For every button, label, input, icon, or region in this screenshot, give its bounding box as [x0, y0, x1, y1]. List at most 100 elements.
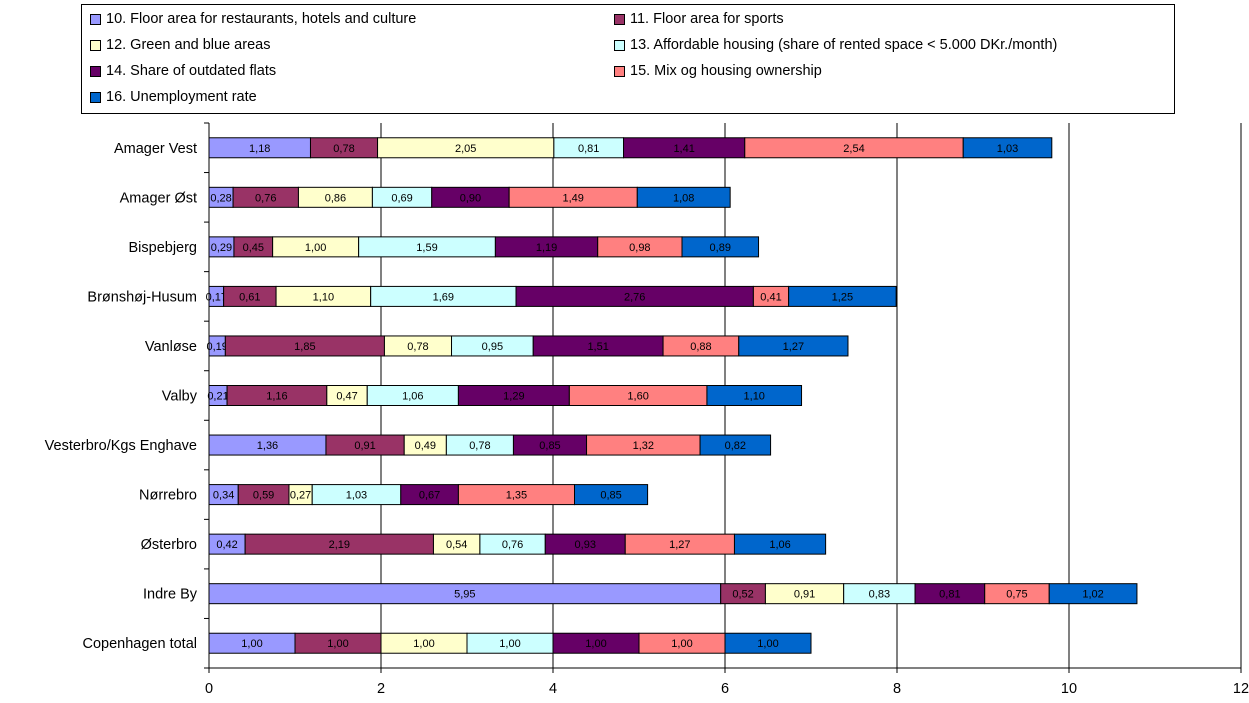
legend-item-2: 11. Floor area for sports [614, 11, 784, 27]
category-label-valby: Valby [162, 389, 198, 405]
legend-label: 11. Floor area for sports [630, 11, 784, 27]
legend-swatch [90, 65, 101, 77]
data-label: 1,19 [536, 242, 557, 254]
data-label: 1,10 [744, 391, 765, 403]
data-label: 0,82 [725, 440, 746, 452]
data-label: 1,00 [305, 242, 326, 254]
data-label: 1,03 [997, 143, 1018, 155]
data-label: 1,51 [587, 341, 608, 353]
data-label: 0,76 [502, 539, 523, 551]
data-label: 0,59 [253, 490, 274, 502]
data-label: 1,08 [673, 192, 694, 204]
data-label: 0,41 [760, 291, 781, 303]
legend-item-5: 14. Share of outdated flats [90, 63, 276, 79]
legend-item-4: 13. Affordable housing (share of rented … [614, 37, 1057, 53]
data-label: 0,83 [869, 589, 890, 601]
legend-item-3: 12. Green and blue areas [90, 37, 270, 53]
legend-swatch [614, 13, 625, 25]
category-label-amager-st: Amager Øst [120, 190, 197, 206]
data-label: 0,67 [419, 490, 440, 502]
data-label: 2,54 [843, 143, 864, 155]
bar-segment-indre-by-s16 [1048, 583, 1138, 605]
legend-label: 14. Share of outdated flats [106, 63, 277, 79]
data-label: 2,19 [329, 539, 350, 551]
data-label: 0,34 [213, 490, 234, 502]
legend-swatch [90, 91, 101, 103]
data-label: 1,06 [402, 391, 423, 403]
data-label: 0,89 [710, 242, 731, 254]
x-tick-label: 12 [1233, 681, 1249, 697]
bar-segment-valby-s16 [706, 385, 803, 406]
data-label: 0,78 [333, 143, 354, 155]
data-label: 1,00 [757, 638, 778, 650]
data-label: 1,00 [327, 638, 348, 650]
data-label: 0,85 [539, 440, 560, 452]
data-label: 0,54 [446, 539, 467, 551]
category-label-amager-vest: Amager Vest [114, 141, 197, 157]
x-tick-label: 10 [1061, 681, 1077, 697]
data-label: 1,18 [249, 143, 270, 155]
data-label: 0,49 [415, 440, 436, 452]
data-label: 0,86 [325, 192, 346, 204]
bar-segment-bispebjerg-s16 [681, 236, 760, 258]
data-label: 1,06 [769, 539, 790, 551]
data-label: 0,29 [211, 242, 232, 254]
data-label: 1,49 [562, 192, 583, 204]
data-label: 0,47 [336, 391, 357, 403]
data-label: 1,00 [585, 638, 606, 650]
legend-swatch [90, 13, 101, 25]
data-label: 1,32 [633, 440, 654, 452]
data-label: 1,69 [433, 291, 454, 303]
data-label: 0,75 [1006, 589, 1027, 601]
data-label: 1,16 [266, 391, 287, 403]
legend-label: 13. Affordable housing (share of rented … [630, 37, 1058, 53]
x-tick-label: 4 [549, 681, 557, 697]
data-label: 1,27 [669, 539, 690, 551]
data-label: 2,76 [624, 291, 645, 303]
legend-label: 12. Green and blue areas [106, 37, 271, 53]
data-label: 1,41 [673, 143, 694, 155]
legend-item-7: 16. Unemployment rate [90, 89, 257, 105]
data-label: 1,00 [671, 638, 692, 650]
x-tick-label: 0 [205, 681, 213, 697]
category-label-br-nsh-j-husum: Brønshøj-Husum [87, 289, 197, 305]
data-label: 1,85 [294, 341, 315, 353]
data-label: 1,25 [832, 291, 853, 303]
data-label: 1,00 [413, 638, 434, 650]
data-label: 0,27 [290, 490, 311, 502]
data-label: 0,91 [354, 440, 375, 452]
data-label: 0,21 [207, 391, 228, 403]
bar-segment-copenhagen-total-s16 [724, 632, 812, 654]
data-label: 0,19 [206, 341, 227, 353]
axes: Amager Vest Amager Øst Bispebjerg Brønshøj-… [45, 122, 1249, 697]
data-label: 0,90 [460, 192, 481, 204]
data-label: 0,88 [690, 341, 711, 353]
legend-item-6: 15. Mix og housing ownership [614, 63, 822, 79]
data-label: 0,76 [255, 192, 276, 204]
category-label-sterbro: Østerbro [141, 537, 197, 553]
data-label: 0,81 [578, 143, 599, 155]
legend-item-1: 10. Floor area for restaurants, hotels a… [90, 11, 416, 27]
data-label: 0,93 [575, 539, 596, 551]
data-label: 1,00 [499, 638, 520, 650]
category-label-vesterbro-kgs-enghave: Vesterbro/Kgs Enghave [45, 438, 197, 454]
bars: 1,18 0,78 2,05 0,81 1,41 2,54 1,03 0,28 0,76 0,86… [206, 137, 1138, 654]
bar-segment-amager-st-s16 [636, 186, 731, 208]
data-label: 1,29 [503, 391, 524, 403]
data-label: 0,69 [391, 192, 412, 204]
x-tick-label: 8 [893, 681, 901, 697]
data-label: 0,17 [206, 291, 227, 303]
data-label: 0,52 [732, 589, 753, 601]
x-tick-label: 2 [377, 681, 385, 697]
category-label-indre-by: Indre By [143, 587, 198, 603]
data-label: 0,42 [216, 539, 237, 551]
legend-swatch [614, 65, 625, 77]
data-label: 5,95 [454, 589, 475, 601]
legend-label: 15. Mix og housing ownership [630, 63, 822, 79]
data-label: 1,59 [416, 242, 437, 254]
data-label: 1,00 [241, 638, 262, 650]
data-label: 0,91 [794, 589, 815, 601]
data-label: 1,60 [627, 391, 648, 403]
data-label: 0,81 [939, 589, 960, 601]
chart-legend: 10. Floor area for restaurants, hotels a… [81, 4, 1175, 114]
